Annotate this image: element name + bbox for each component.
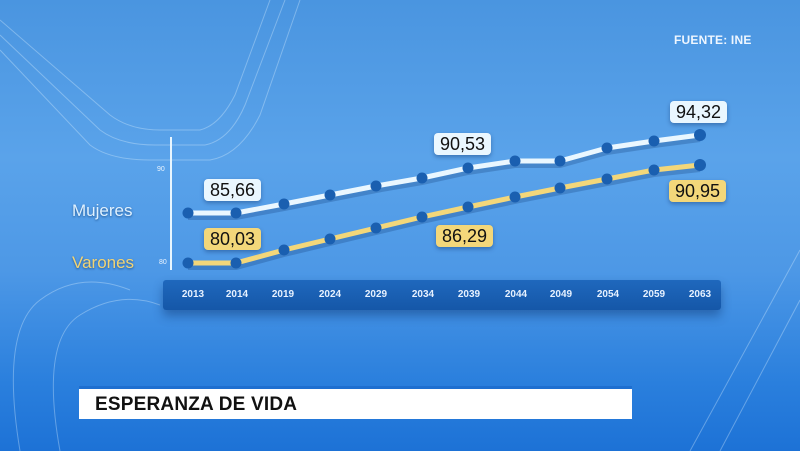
mujeres-line xyxy=(188,132,701,216)
label-mujeres-2039: 90,53 xyxy=(434,133,492,155)
y-tick-80: 80 xyxy=(159,259,167,266)
x-tick: 2039 xyxy=(457,289,481,300)
varones-line xyxy=(188,162,701,266)
x-tick: 2034 xyxy=(411,289,435,300)
x-tick: 2054 xyxy=(596,289,620,300)
x-tick: 2013 xyxy=(181,289,205,300)
x-tick: 2019 xyxy=(271,289,295,300)
y-tick-90: 90 xyxy=(157,166,165,173)
x-tick: 2044 xyxy=(504,289,528,300)
legend-mujeres: Mujeres xyxy=(72,201,133,220)
label-mujeres-2063: 94,32 xyxy=(670,101,728,123)
source-label: FUENTE: INE xyxy=(674,33,752,47)
mujeres-points xyxy=(182,129,706,219)
x-tick: 2063 xyxy=(688,289,712,300)
x-tick: 2059 xyxy=(642,289,666,300)
label-varones-2039: 86,29 xyxy=(436,225,494,247)
varones-points xyxy=(182,159,706,269)
x-axis-bar: 2013 2014 2019 2024 2029 2034 2039 2044 … xyxy=(163,280,721,310)
title-banner: ESPERANZA DE VIDA xyxy=(79,386,632,419)
x-tick: 2014 xyxy=(225,289,249,300)
label-varones-2013: 80,03 xyxy=(204,228,262,250)
legend-varones: Varones xyxy=(72,253,135,272)
varones-line-shadow xyxy=(188,166,701,270)
x-tick: 2029 xyxy=(364,289,388,300)
mujeres-line-shadow xyxy=(188,136,701,220)
x-tick: 2049 xyxy=(549,289,573,300)
label-mujeres-2013: 85,66 xyxy=(204,179,262,201)
x-tick: 2024 xyxy=(318,289,342,300)
label-varones-2063: 90,95 xyxy=(669,180,727,202)
chart-title: ESPERANZA DE VIDA xyxy=(95,394,298,415)
